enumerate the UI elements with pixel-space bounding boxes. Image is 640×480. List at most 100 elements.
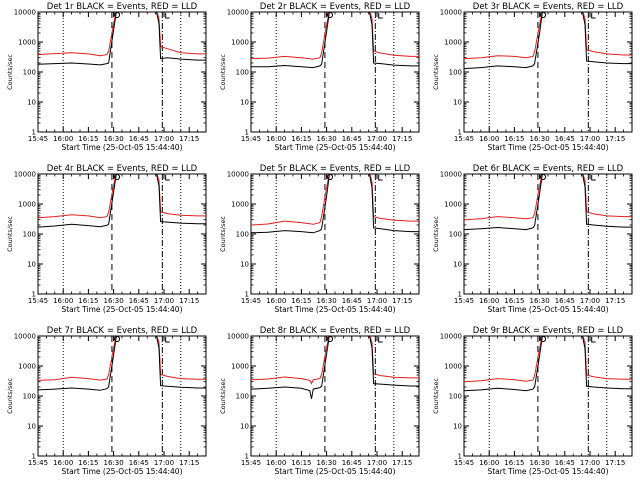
panel-data (464, 174, 632, 231)
x-tick-label: 16:15 (78, 135, 98, 143)
panel-data (38, 12, 206, 66)
x-tick-label: 17:15 (392, 297, 412, 305)
x-tick-label: 16:45 (555, 459, 575, 467)
y-tick-label: 10 (453, 423, 462, 431)
y-tick-label: 100 (236, 69, 249, 77)
x-tick-label: 16:45 (129, 135, 149, 143)
y-tick-label: 1 (458, 291, 462, 299)
x-tick-label: 16:30 (530, 459, 550, 467)
x-tick-label: 16:45 (555, 135, 575, 143)
x-axis-label: Start Time (25-Oct-05 15:44:40) (61, 143, 182, 152)
flag-mark-l (378, 337, 383, 343)
x-tick-label: 17:15 (179, 135, 199, 143)
y-tick-label: 100 (236, 393, 249, 401)
x-tick-label: 17:15 (392, 459, 412, 467)
x-tick-label: 16:30 (317, 297, 337, 305)
events-series-line (38, 336, 206, 391)
y-tick-label: 10000 (440, 171, 462, 179)
y-axis-label: Counts/sec (219, 378, 227, 414)
y-tick-label: 10 (240, 99, 249, 107)
x-tick-label: 17:00 (154, 297, 174, 305)
x-tick-label: 17:15 (605, 459, 625, 467)
y-tick-label: 10000 (440, 333, 462, 341)
x-tick-label: 16:00 (53, 459, 73, 467)
x-tick-label: 17:15 (179, 297, 199, 305)
flag-mark-l (591, 13, 596, 19)
panel-data (251, 174, 419, 234)
y-tick-label: 1 (458, 129, 462, 137)
y-axis-label: Counts/sec (432, 378, 440, 414)
flag-mark-circle (539, 173, 547, 181)
panel-title: Det 6r BLACK = Events, RED = LLD (473, 164, 624, 174)
flag-mark-l (165, 175, 170, 181)
x-tick-label: 16:45 (129, 459, 149, 467)
x-tick-label: 16:00 (479, 297, 499, 305)
x-tick-label: 15:45 (241, 135, 261, 143)
x-tick-label: 16:00 (266, 459, 286, 467)
y-tick-label: 1000 (18, 201, 36, 209)
y-tick-label: 10 (27, 99, 36, 107)
panel-data (464, 12, 632, 70)
y-tick-label: 10000 (227, 171, 249, 179)
events-series-line (464, 336, 632, 392)
x-tick-label: 17:00 (367, 459, 387, 467)
y-tick-label: 1000 (231, 363, 249, 371)
flag-mark-circle (326, 335, 334, 343)
x-tick-label: 15:45 (28, 459, 48, 467)
x-tick-label: 17:00 (367, 135, 387, 143)
x-tick-label: 16:00 (266, 135, 286, 143)
y-tick-label: 10000 (14, 171, 36, 179)
y-tick-label: 100 (449, 231, 462, 239)
y-tick-label: 100 (23, 231, 36, 239)
panel-title: Det 4r BLACK = Events, RED = LLD (47, 164, 198, 174)
x-tick-label: 17:00 (580, 459, 600, 467)
y-tick-label: 1 (32, 291, 36, 299)
x-tick-label: 16:45 (342, 297, 362, 305)
x-tick-label: 16:15 (291, 459, 311, 467)
events-series-line (464, 174, 632, 231)
x-tick-label: 16:15 (504, 135, 524, 143)
x-axis-label: Start Time (25-Oct-05 15:44:40) (61, 305, 182, 314)
y-tick-label: 1 (245, 291, 249, 299)
x-tick-label: 15:45 (454, 459, 474, 467)
x-axis-label: Start Time (25-Oct-05 15:44:40) (274, 467, 395, 476)
panel-data (38, 336, 206, 391)
y-axis-label: Counts/sec (432, 54, 440, 90)
panel-1: Det 1r BLACK = Events, RED = LLD 1 10 100 10… (6, 2, 207, 152)
events-series-line (251, 174, 419, 234)
flag-mark-circle (113, 173, 121, 181)
x-tick-label: 16:45 (555, 297, 575, 305)
flag-mark-l (591, 175, 596, 181)
x-tick-label: 15:45 (454, 135, 474, 143)
y-tick-label: 10000 (14, 9, 36, 17)
x-tick-label: 17:00 (580, 297, 600, 305)
lld-series-line (251, 174, 419, 226)
panel-8: Det 8r BLACK = Events, RED = LLD 1 10 100 10… (219, 326, 420, 476)
x-tick-label: 17:15 (179, 459, 199, 467)
y-tick-label: 1 (32, 453, 36, 461)
x-tick-label: 16:30 (317, 135, 337, 143)
x-tick-label: 16:45 (129, 297, 149, 305)
y-tick-label: 1000 (18, 39, 36, 47)
x-axis-label: Start Time (25-Oct-05 15:44:40) (487, 143, 608, 152)
events-series-line (251, 12, 419, 69)
events-series-line (38, 12, 206, 66)
x-tick-label: 17:00 (367, 297, 387, 305)
y-tick-label: 100 (236, 231, 249, 239)
flag-mark-l (378, 175, 383, 181)
x-tick-label: 15:45 (241, 297, 261, 305)
x-tick-label: 16:00 (53, 297, 73, 305)
x-tick-label: 16:30 (530, 135, 550, 143)
y-tick-label: 10000 (227, 9, 249, 17)
flag-mark-l (378, 13, 383, 19)
flag-mark-circle (326, 173, 334, 181)
x-tick-label: 16:30 (530, 297, 550, 305)
y-tick-label: 10 (453, 99, 462, 107)
y-tick-label: 10 (27, 261, 36, 269)
panel-data (38, 174, 206, 228)
x-tick-label: 16:15 (504, 297, 524, 305)
x-tick-label: 16:15 (78, 459, 98, 467)
flag-mark-l (165, 13, 170, 19)
x-tick-label: 15:45 (241, 459, 261, 467)
x-tick-label: 16:45 (342, 459, 362, 467)
